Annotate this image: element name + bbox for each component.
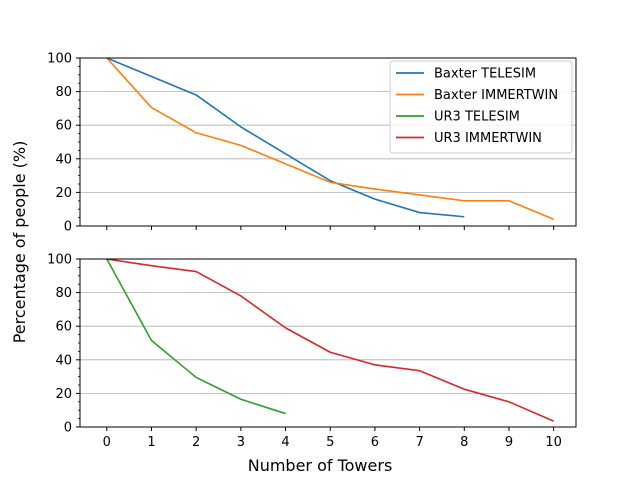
series-line-ur3-telesim [106, 258, 286, 415]
x-tick-label: 1 [147, 435, 155, 450]
y-tick-label: 40 [55, 152, 72, 167]
x-tick-label: 2 [192, 435, 200, 450]
series-line-baxter-immertwin [106, 57, 554, 221]
x-tick-label: 5 [326, 435, 334, 450]
y-tick-label: 0 [64, 220, 72, 235]
series-line-baxter-telesim [106, 57, 465, 218]
x-tick-label: 10 [545, 435, 562, 450]
top-panel: 0 20 40 60 80 100 [47, 52, 577, 235]
x-tick-label: 4 [281, 435, 289, 450]
legend-box [389, 60, 573, 154]
y-tick-label: 0 [64, 421, 72, 436]
y-tick-label: 100 [47, 253, 72, 268]
y-tick-label: 100 [47, 52, 72, 67]
y-tick-label: 40 [55, 353, 72, 368]
legend-entry: UR3 TELESIM [434, 110, 520, 125]
y-tick-label: 80 [55, 286, 72, 301]
x-tick-label: 0 [103, 435, 111, 450]
y-tick-label: 80 [55, 85, 72, 100]
x-tick-label: 8 [460, 435, 468, 450]
y-tick-label: 20 [55, 186, 72, 201]
y-tick-label: 60 [55, 320, 72, 335]
legend-entry: UR3 IMMERTWIN [434, 131, 542, 146]
x-tick-label: 7 [415, 435, 423, 450]
legend-entry: Baxter IMMERTWIN [434, 88, 558, 103]
bottom-panel: 0 20 40 60 80 100 0 1 2 3 4 5 6 7 8 9 10 [47, 253, 577, 450]
x-tick-label: 3 [237, 435, 245, 450]
legend-entry: Baxter TELESIM [434, 67, 536, 82]
y-tick-label: 60 [55, 119, 72, 134]
legend: Baxter TELESIM Baxter IMMERTWIN UR3 TELESI… [389, 60, 573, 154]
x-axis-title: Number of Towers [248, 456, 393, 475]
y-axis-title: Percentage of people (%) [10, 141, 29, 344]
y-tick-label: 20 [55, 387, 72, 402]
series-line-ur3-immertwin [106, 258, 554, 422]
x-tick-label: 9 [505, 435, 513, 450]
x-tick-label: 6 [371, 435, 379, 450]
